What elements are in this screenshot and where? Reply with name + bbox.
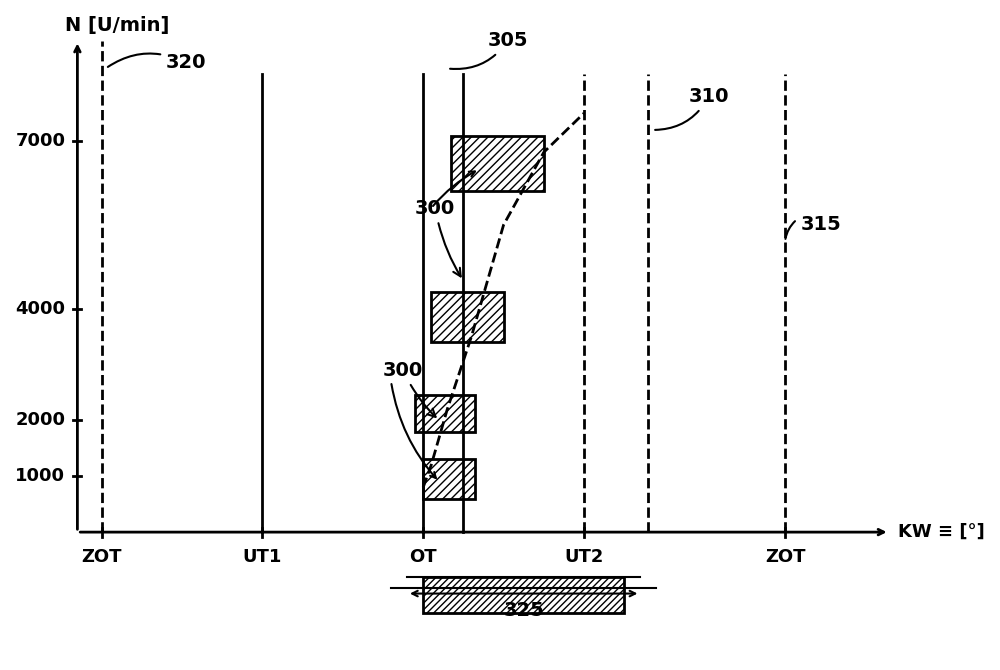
Text: UT2: UT2 (564, 548, 604, 565)
Bar (423, 460, 475, 498)
Bar (415, 395, 475, 431)
Text: 1000: 1000 (15, 467, 65, 485)
Text: 2000: 2000 (15, 411, 65, 429)
Bar (431, 292, 504, 342)
Text: ZOT: ZOT (765, 548, 805, 565)
Text: 325: 325 (503, 601, 544, 620)
Bar (451, 135, 544, 192)
Text: 300: 300 (415, 199, 461, 277)
Text: OT: OT (409, 548, 437, 565)
Text: 320: 320 (108, 54, 206, 72)
Text: ZOT: ZOT (81, 548, 122, 565)
Text: 315: 315 (801, 215, 842, 234)
Bar (423, 577, 624, 613)
Text: UT1: UT1 (243, 548, 282, 565)
Text: 300: 300 (383, 360, 436, 417)
Text: 7000: 7000 (15, 132, 65, 150)
Text: 305: 305 (450, 31, 528, 69)
Text: N [U/min]: N [U/min] (65, 16, 170, 35)
Text: KW ≡ [°]: KW ≡ [°] (898, 523, 984, 541)
Text: 4000: 4000 (15, 299, 65, 318)
Text: 310: 310 (655, 87, 729, 130)
